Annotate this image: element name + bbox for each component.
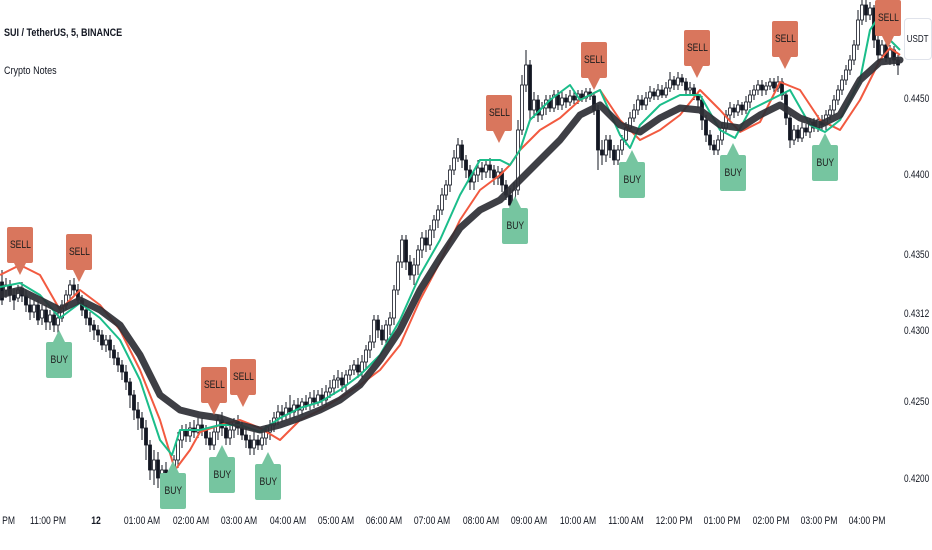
signal-text: BUY xyxy=(164,485,182,497)
sell-signal-label: SELL xyxy=(875,0,901,36)
buy-signal-label: BUY xyxy=(46,342,72,378)
time-tick: 10:00 AM xyxy=(559,515,597,527)
indicator-name[interactable]: Crypto Notes xyxy=(4,65,57,77)
time-tick: 11:00 PM xyxy=(29,515,67,527)
time-tick: 09:00 AM xyxy=(510,515,548,527)
time-tick: 01:00 PM xyxy=(703,515,741,527)
time-tick: 03:00 AM xyxy=(220,515,258,527)
signal-text: BUY xyxy=(259,476,277,488)
signal-text: SELL xyxy=(232,371,254,383)
currency-button[interactable]: USDT xyxy=(904,18,932,60)
sell-signal-label: SELL xyxy=(66,234,92,270)
signal-text: SELL xyxy=(488,107,510,119)
sell-signal-label: SELL xyxy=(201,367,227,403)
trend-ma-line xyxy=(0,56,904,434)
signal-text: SELL xyxy=(68,246,90,258)
buy-signal-label: BUY xyxy=(160,473,186,509)
price-tick: 0.4350 xyxy=(904,249,930,261)
signal-text: SELL xyxy=(9,239,31,251)
signal-text: SELL xyxy=(877,12,899,24)
time-tick: 02:00 PM xyxy=(752,515,790,527)
signal-text: SELL xyxy=(686,42,708,54)
sell-signal-label: SELL xyxy=(7,227,33,263)
signal-text: BUY xyxy=(623,174,641,186)
currency-label: USDT xyxy=(907,33,929,45)
signal-text: SELL xyxy=(774,33,796,45)
time-tick: 03:00 PM xyxy=(800,515,838,527)
symbol-title[interactable]: SUI / TetherUS, 5, BINANCE xyxy=(4,27,123,39)
buy-signal-label: BUY xyxy=(502,208,528,244)
price-tick: 0.4250 xyxy=(904,396,930,408)
sell-signal-label: SELL xyxy=(581,42,607,78)
time-tick: 08:00 AM xyxy=(462,515,500,527)
price-tick: 0.4300 xyxy=(904,325,930,337)
price-tick: 0.4400 xyxy=(904,169,930,181)
price-tick: 0.4312 xyxy=(904,308,930,320)
slow-ma-line xyxy=(0,47,901,471)
sell-signal-label: SELL xyxy=(684,30,710,66)
fast-ma-line xyxy=(0,14,901,456)
signal-text: SELL xyxy=(583,54,605,66)
signal-text: BUY xyxy=(724,167,742,179)
sell-signal-label: SELL xyxy=(772,21,798,57)
time-tick: 07:00 AM xyxy=(413,515,451,527)
sell-signal-label: SELL xyxy=(486,95,512,131)
price-tick: 0.4200 xyxy=(904,473,930,485)
buy-signal-label: BUY xyxy=(720,155,746,191)
time-tick: 12 xyxy=(91,515,101,527)
signal-text: BUY xyxy=(213,469,231,481)
time-tick: 0 PM xyxy=(0,515,16,527)
price-tick: 0.4450 xyxy=(904,93,930,105)
signal-text: BUY xyxy=(50,354,68,366)
sell-signal-label: SELL xyxy=(230,359,256,395)
time-tick: 01:00 AM xyxy=(123,515,161,527)
buy-signal-label: BUY xyxy=(619,162,645,198)
buy-signal-label: BUY xyxy=(255,464,281,500)
buy-signal-label: BUY xyxy=(812,145,838,181)
time-tick: 02:00 AM xyxy=(172,515,210,527)
time-tick: 11:00 AM xyxy=(608,515,644,527)
signal-text: SELL xyxy=(203,379,225,391)
time-tick: 04:00 PM xyxy=(848,515,886,527)
signal-text: BUY xyxy=(506,220,524,232)
time-tick: 05:00 AM xyxy=(317,515,355,527)
time-tick: 04:00 AM xyxy=(269,515,307,527)
time-tick: 06:00 AM xyxy=(365,515,403,527)
buy-signal-label: BUY xyxy=(209,457,235,493)
time-tick: 12:00 PM xyxy=(655,515,693,527)
signal-text: BUY xyxy=(816,157,834,169)
